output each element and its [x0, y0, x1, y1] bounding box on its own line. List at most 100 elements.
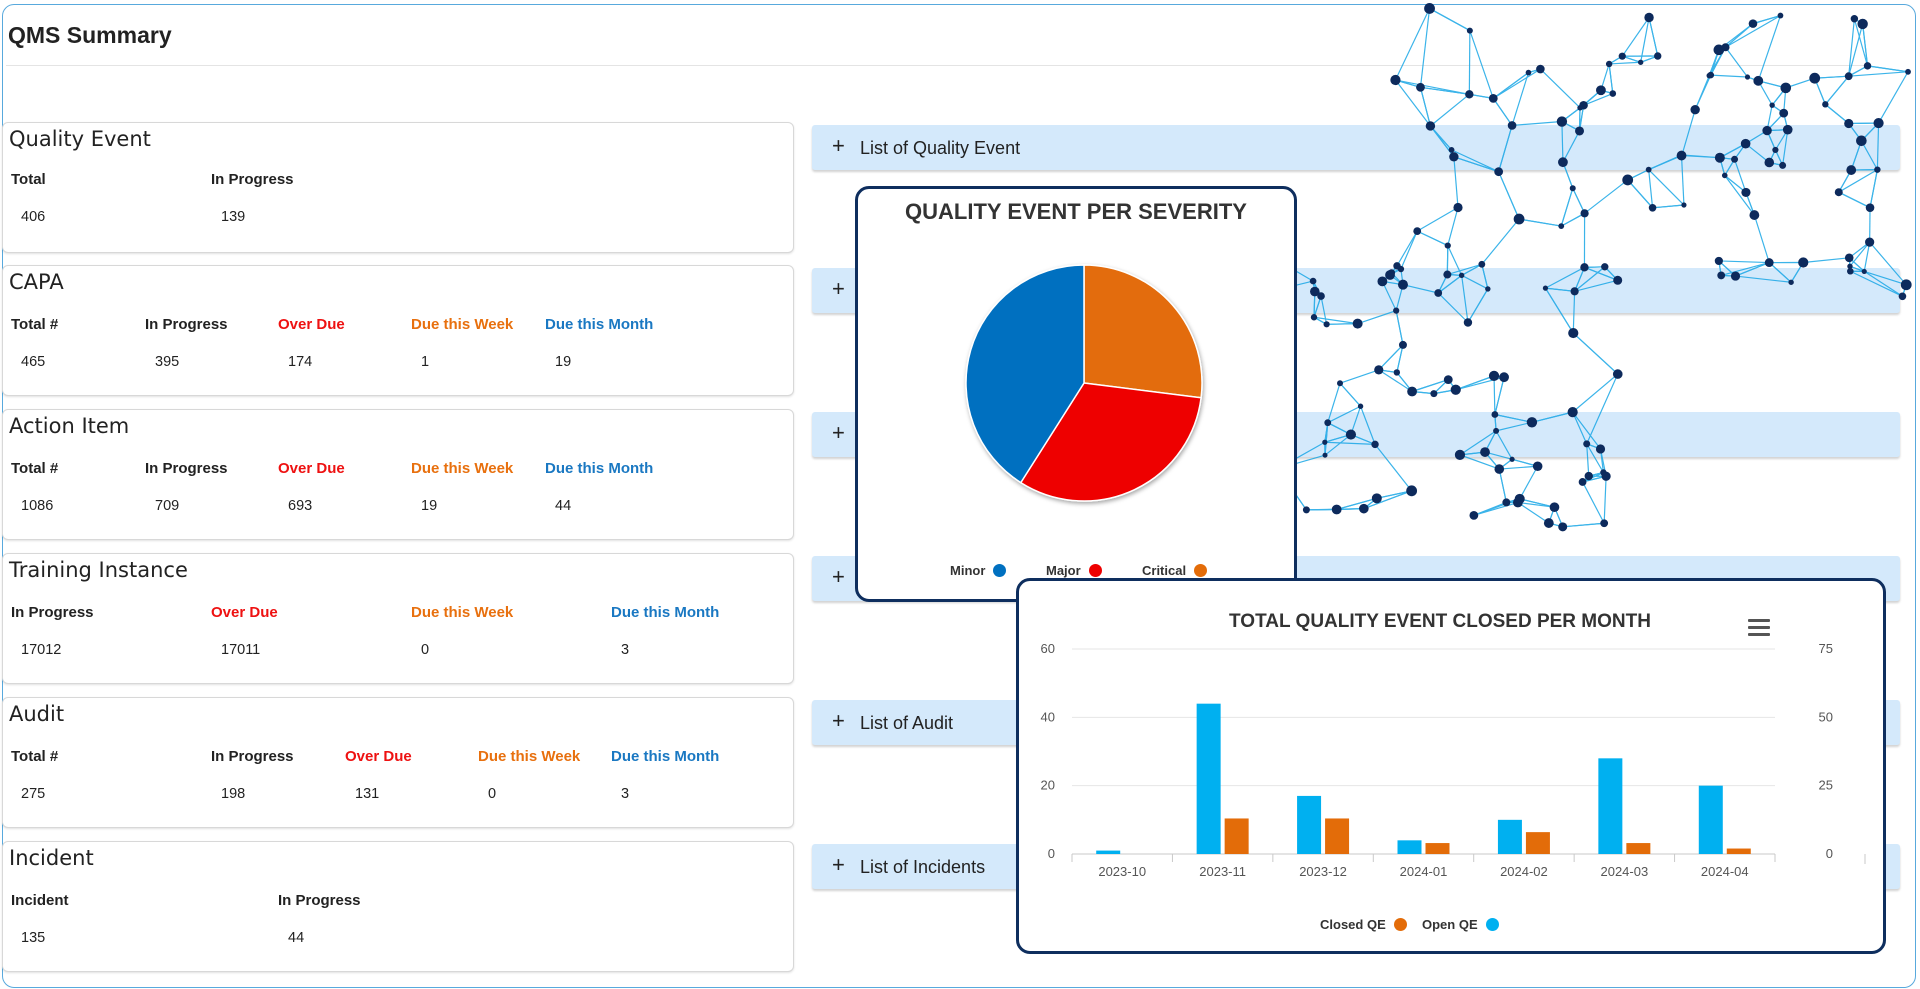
stat-label: Total	[11, 171, 46, 188]
stat-label: In Progress	[278, 892, 361, 909]
stat-label: Over Due	[345, 748, 412, 765]
card-title: Incident	[9, 846, 94, 870]
stat-label: Due this Month	[545, 460, 654, 477]
x-tick-label: 2024-03	[1600, 864, 1648, 879]
stat-value[interactable]: 198	[221, 786, 246, 802]
y-tick-right: 50	[1819, 709, 1833, 724]
legend-label: Major	[1046, 563, 1081, 578]
stat-label: Due this Month	[611, 604, 720, 621]
stat-value[interactable]: 0	[488, 786, 497, 802]
stat-value[interactable]: 19	[421, 498, 438, 514]
stat-label: In Progress	[211, 171, 294, 188]
legend-item-major[interactable]: Major	[1046, 563, 1102, 578]
stat-value[interactable]: 693	[288, 498, 313, 514]
x-tick-label: 2024-01	[1400, 864, 1448, 879]
legend-item-minor[interactable]: Minor	[950, 563, 1007, 578]
legend-dot	[1194, 564, 1208, 577]
title-divider	[6, 65, 1866, 66]
stat-value[interactable]: 465	[21, 354, 46, 370]
bar-closed-qe[interactable]	[1525, 832, 1550, 854]
legend-label: Closed QE	[1320, 917, 1386, 932]
plus-icon: +	[832, 133, 845, 158]
legend-dot	[1088, 564, 1102, 577]
stat-label: Due this Week	[411, 316, 514, 333]
card-title: Quality Event	[9, 127, 151, 151]
stat-value[interactable]: 139	[221, 209, 246, 225]
stat-label: Due this Week	[411, 460, 514, 477]
legend-label: Open QE	[1422, 917, 1478, 932]
stat-value[interactable]: 395	[155, 354, 180, 370]
severity-pie-chart	[965, 264, 1203, 502]
stat-label: Over Due	[211, 604, 278, 621]
y-tick-right: 75	[1819, 641, 1833, 656]
bar-closed-qe[interactable]	[1224, 818, 1249, 854]
pie-slice-critical[interactable]	[1083, 264, 1203, 399]
stat-label: Total #	[11, 316, 59, 333]
card-title: Action Item	[9, 414, 130, 438]
pie-slice-minor[interactable]	[965, 264, 1085, 484]
x-tick-label: 2023-10	[1098, 864, 1146, 879]
stat-value[interactable]: 17012	[21, 642, 62, 658]
y-tick-left: 0	[1048, 846, 1055, 861]
hamburger-menu-icon[interactable]	[1748, 619, 1770, 637]
stat-label: Due this Month	[611, 748, 720, 765]
card-action-item: Action Item Total # 1086 In Progress 709…	[2, 409, 794, 540]
bar-closed-qe[interactable]	[1425, 843, 1450, 854]
stat-value[interactable]: 17011	[221, 642, 261, 658]
stat-value[interactable]: 131	[355, 786, 380, 802]
bar-closed-qe[interactable]	[1325, 818, 1350, 854]
bar-open-qe[interactable]	[1096, 850, 1121, 854]
x-tick-label: 2024-04	[1701, 864, 1749, 879]
bar-open-qe[interactable]	[1397, 840, 1422, 854]
plus-icon: +	[832, 420, 845, 445]
legend-item-critical[interactable]: Critical	[1142, 563, 1208, 578]
y-tick-right: 25	[1819, 778, 1833, 793]
stat-value[interactable]: 406	[21, 209, 46, 225]
bar-open-qe[interactable]	[1196, 703, 1221, 854]
stat-value[interactable]: 3	[621, 786, 630, 802]
bar-open-qe[interactable]	[1598, 758, 1623, 854]
bar-closed-qe[interactable]	[1726, 848, 1751, 854]
stat-value[interactable]: 275	[21, 786, 46, 802]
card-title: CAPA	[9, 270, 64, 294]
stat-label: In Progress	[211, 748, 294, 765]
y-tick-left: 60	[1041, 641, 1055, 656]
y-tick-left: 40	[1041, 709, 1055, 724]
legend-item-open-qe[interactable]: Open QE	[1422, 917, 1499, 932]
stat-label: Over Due	[278, 460, 345, 477]
accordion-label: List of Incidents	[860, 857, 986, 877]
accordion-label: List of Quality Event	[860, 138, 1021, 158]
stat-value[interactable]: 174	[288, 354, 313, 370]
legend-label: Critical	[1142, 563, 1187, 578]
stat-value[interactable]: 135	[21, 930, 46, 946]
stat-label: Over Due	[278, 316, 345, 333]
card-training-instance: Training Instance In Progress 17012 Over…	[2, 553, 794, 684]
plus-icon: +	[832, 852, 845, 877]
stat-value[interactable]: 44	[555, 498, 572, 514]
card-quality-event: Quality Event Total 406 In Progress 139	[2, 122, 794, 253]
stat-value[interactable]: 709	[155, 498, 180, 514]
bar-closed-qe[interactable]	[1626, 843, 1651, 854]
network-graphic	[1246, 3, 1912, 532]
plus-icon: +	[832, 276, 845, 301]
severity-pie-card: QUALITY EVENT PER SEVERITY Minor Major C…	[855, 186, 1297, 602]
stat-value[interactable]: 3	[621, 642, 630, 658]
stat-label: Due this Month	[545, 316, 654, 333]
stat-value[interactable]: 19	[555, 354, 572, 370]
stat-value[interactable]: 1086	[21, 498, 54, 514]
bar-open-qe[interactable]	[1698, 785, 1723, 854]
plus-icon: +	[832, 564, 845, 589]
card-title: Training Instance	[9, 558, 188, 582]
bar-open-qe[interactable]	[1297, 795, 1322, 854]
stat-label: Incident	[11, 892, 69, 909]
bar-open-qe[interactable]	[1497, 819, 1522, 854]
stat-value[interactable]: 0	[421, 642, 430, 658]
stat-label: Total #	[11, 748, 59, 765]
legend-item-closed-qe[interactable]: Closed QE	[1320, 917, 1407, 932]
stat-value[interactable]: 1	[421, 354, 430, 370]
card-audit: Audit Total # 275 In Progress 198 Over D…	[2, 697, 794, 828]
stat-label: In Progress	[145, 460, 228, 477]
legend-label: Minor	[950, 563, 986, 578]
stat-label: Due this Week	[478, 748, 581, 765]
stat-value[interactable]: 44	[288, 930, 305, 946]
